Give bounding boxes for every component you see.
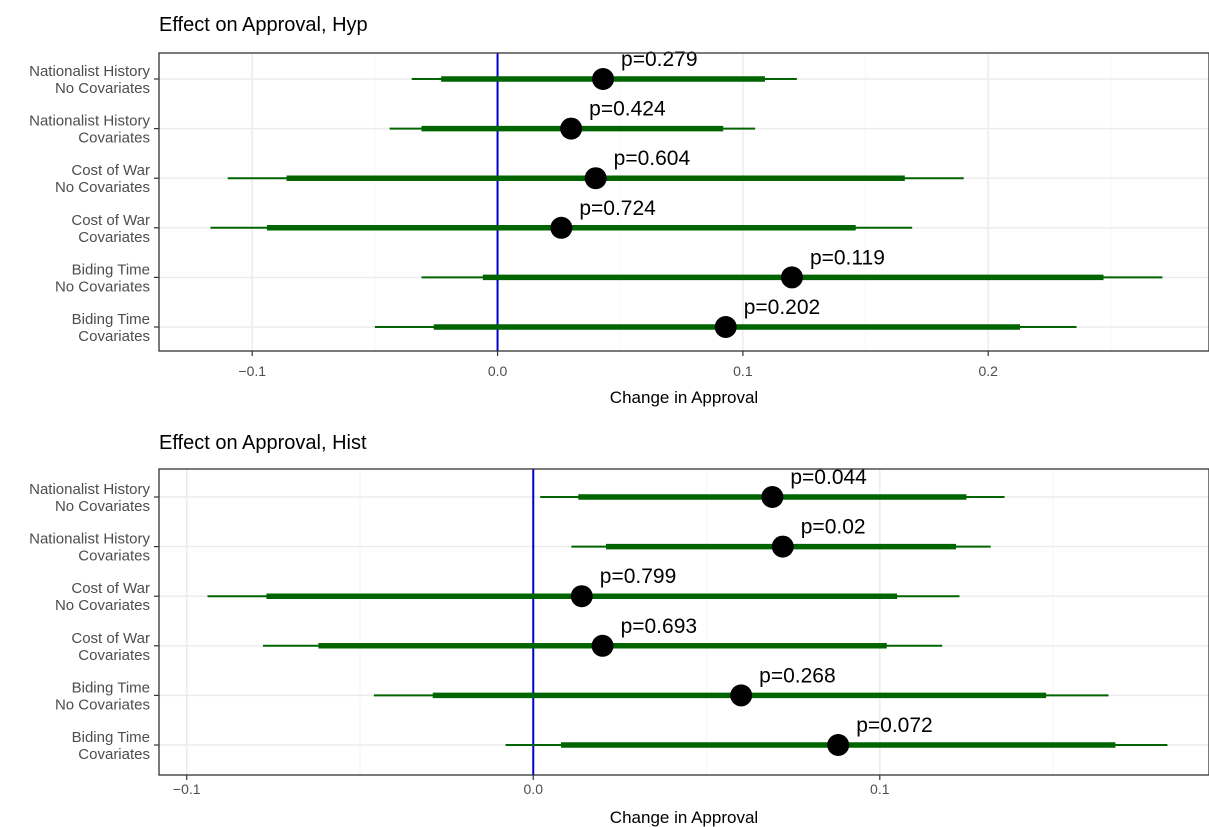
y-tick-label-line2: Covariates bbox=[78, 130, 150, 147]
x-tick-label: −0.1 bbox=[173, 781, 201, 797]
y-tick-label-line1: Nationalist History bbox=[29, 113, 150, 130]
point-estimate bbox=[560, 117, 583, 140]
y-tick-label-line1: Cost of War bbox=[71, 630, 150, 647]
y-tick-label-line2: No Covariates bbox=[55, 179, 150, 196]
chart-title: Effect on Approval, Hist bbox=[159, 432, 367, 454]
y-tick-label-line2: No Covariates bbox=[55, 278, 150, 295]
point-estimate bbox=[714, 316, 737, 338]
p-value-label: p=0.02 bbox=[801, 516, 866, 539]
chart-title: Effect on Approval, Hyp bbox=[159, 14, 368, 36]
point-estimate bbox=[591, 634, 614, 657]
panel-border bbox=[158, 468, 1209, 776]
p-value-label: p=0.072 bbox=[856, 714, 933, 737]
y-tick-label-line1: Cost of War bbox=[71, 162, 150, 179]
y-tick-label-line2: Covariates bbox=[78, 229, 150, 246]
y-tick-label-line2: No Covariates bbox=[55, 498, 150, 515]
chart-panel-hist: Effect on Approval, Hist p=0.044p=0.02p=… bbox=[29, 432, 1209, 827]
point-estimate bbox=[827, 734, 850, 756]
point-estimate bbox=[730, 684, 753, 707]
p-value-label: p=0.268 bbox=[759, 664, 836, 687]
p-value-label: p=0.799 bbox=[600, 565, 677, 588]
y-tick-label-line2: Covariates bbox=[78, 328, 150, 345]
y-tick-label-line1: Biding Time bbox=[72, 679, 150, 696]
x-tick-label: 0.0 bbox=[488, 363, 508, 379]
x-axis-label: Change in Approval bbox=[610, 388, 758, 407]
y-tick-label-line1: Cost of War bbox=[71, 580, 150, 597]
point-estimate bbox=[761, 486, 784, 508]
plot-area: p=0.044 p=0.02 p=0.799 p=0.693 p=0.268 p=0.07… bbox=[207, 466, 1168, 775]
x-tick-label: 0.1 bbox=[870, 781, 890, 797]
x-tick-label: 0.0 bbox=[524, 781, 544, 797]
y-tick-label-line2: Covariates bbox=[78, 647, 150, 664]
y-tick-label-line1: Nationalist History bbox=[29, 481, 150, 498]
y-tick-label-line1: Nationalist History bbox=[29, 531, 150, 548]
point-estimate bbox=[584, 167, 607, 190]
y-tick-label-line1: Cost of War bbox=[71, 212, 150, 229]
point-estimate bbox=[592, 68, 615, 90]
p-value-label: p=0.279 bbox=[621, 48, 698, 71]
y-tick-label-line2: Covariates bbox=[78, 548, 150, 565]
y-tick-label-line1: Biding Time bbox=[72, 261, 150, 278]
y-tick-label-line1: Biding Time bbox=[72, 729, 150, 746]
x-axis-label: Change in Approval bbox=[610, 808, 758, 827]
point-estimate bbox=[550, 216, 573, 239]
point-estimate bbox=[780, 266, 803, 289]
p-value-label: p=0.202 bbox=[744, 296, 821, 319]
p-value-label: p=0.724 bbox=[579, 197, 656, 220]
p-value-label: p=0.119 bbox=[810, 246, 885, 269]
p-value-label: p=0.604 bbox=[614, 147, 691, 170]
p-value-label: p=0.693 bbox=[621, 615, 698, 638]
y-tick-label-line2: Covariates bbox=[78, 746, 150, 763]
point-estimate bbox=[771, 535, 794, 558]
plot-area: p=0.279 p=0.424 p=0.604 p=0.724 p=0.119 p=0.2… bbox=[210, 48, 1163, 351]
chart-panel-hyp: Effect on Approval, Hyp p=0.279p=0.424p=… bbox=[29, 14, 1209, 407]
p-value-label: p=0.424 bbox=[589, 98, 666, 121]
y-tick-label-line1: Nationalist History bbox=[29, 63, 150, 80]
gridlines bbox=[159, 53, 1209, 351]
y-tick-label-line1: Biding Time bbox=[72, 311, 150, 328]
p-value-label: p=0.044 bbox=[790, 466, 867, 489]
point-estimate bbox=[570, 585, 593, 608]
x-tick-label: 0.2 bbox=[978, 363, 998, 379]
panel-border bbox=[158, 52, 1209, 352]
y-tick-label-line2: No Covariates bbox=[55, 597, 150, 614]
y-tick-label-line2: No Covariates bbox=[55, 696, 150, 713]
x-tick-label: −0.1 bbox=[238, 363, 266, 379]
x-tick-label: 0.1 bbox=[733, 363, 753, 379]
y-tick-label-line2: No Covariates bbox=[55, 80, 150, 97]
